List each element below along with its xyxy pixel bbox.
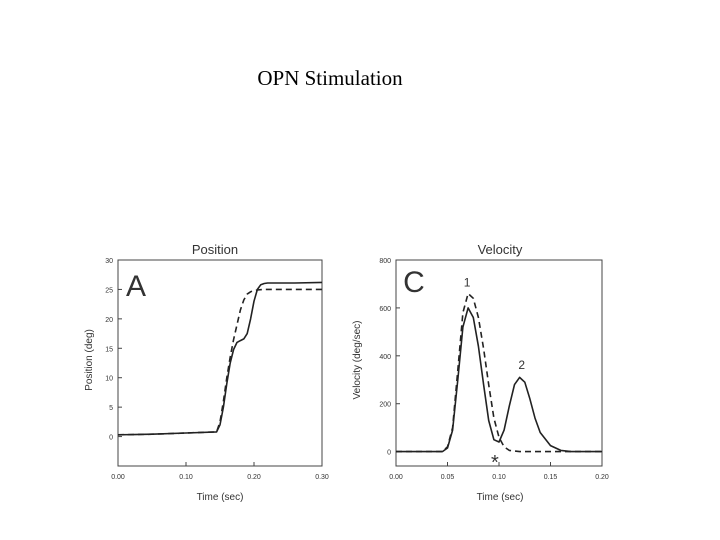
position-x-tick-label: 0.30 xyxy=(315,474,329,481)
velocity-series-solid xyxy=(396,307,602,453)
position-y-tick-label: 5 xyxy=(109,405,113,412)
velocity-annotation-asterisk: * xyxy=(491,452,499,474)
velocity-series-dashed xyxy=(396,292,602,453)
position-y-tick-label: 25 xyxy=(105,287,113,294)
position-x-tick-label: 0.00 xyxy=(111,474,125,481)
velocity-y-tick-label: 0 xyxy=(387,450,391,457)
position-y-tick-label: 30 xyxy=(105,258,113,265)
position-x-tick-label: 0.20 xyxy=(247,474,261,481)
velocity-x-tick-label: 0.10 xyxy=(492,474,506,481)
position-x-tick-label: 0.10 xyxy=(179,474,193,481)
position-x-axis-label: Time (sec) xyxy=(197,492,244,503)
velocity-x-tick-label: 0.00 xyxy=(389,474,403,481)
position-y-axis-label: Position (deg) xyxy=(84,329,95,391)
position-y-tick-label: 20 xyxy=(105,317,113,324)
velocity-x-tick-label: 0.20 xyxy=(595,474,609,481)
position-chart-title: Position xyxy=(192,242,238,257)
velocity-chart-title: Velocity xyxy=(478,242,523,257)
velocity-annotation-peak-2: 2 xyxy=(518,358,525,372)
velocity-x-tick-label: 0.15 xyxy=(544,474,558,481)
position-series-dashed xyxy=(117,288,322,436)
velocity-y-tick-label: 200 xyxy=(379,402,391,409)
velocity-x-axis-label: Time (sec) xyxy=(477,492,524,503)
position-plot-frame xyxy=(117,259,323,467)
velocity-y-tick-label: 600 xyxy=(379,306,391,313)
velocity-y-tick-label: 800 xyxy=(379,258,391,265)
panel-label-c: C xyxy=(403,266,425,299)
velocity-x-tick-label: 0.05 xyxy=(441,474,455,481)
position-y-tick-label: 15 xyxy=(105,346,113,353)
velocity-y-axis-label: Velocity (deg/sec) xyxy=(352,321,363,400)
slide-title: OPN Stimulation xyxy=(257,66,403,90)
position-y-tick-label: 0 xyxy=(109,435,113,442)
panel-label-a: A xyxy=(126,270,146,303)
position-series-solid xyxy=(117,281,323,436)
velocity-chart: Velocity C Time (sec) Velocity (deg/sec)… xyxy=(352,242,609,503)
position-y-tick-label: 10 xyxy=(105,376,113,383)
position-chart: Position A Time (sec) Position (deg) 0 5 1… xyxy=(84,242,329,503)
velocity-y-tick-label: 400 xyxy=(379,354,391,361)
velocity-annotation-peak-1: 1 xyxy=(464,275,471,289)
